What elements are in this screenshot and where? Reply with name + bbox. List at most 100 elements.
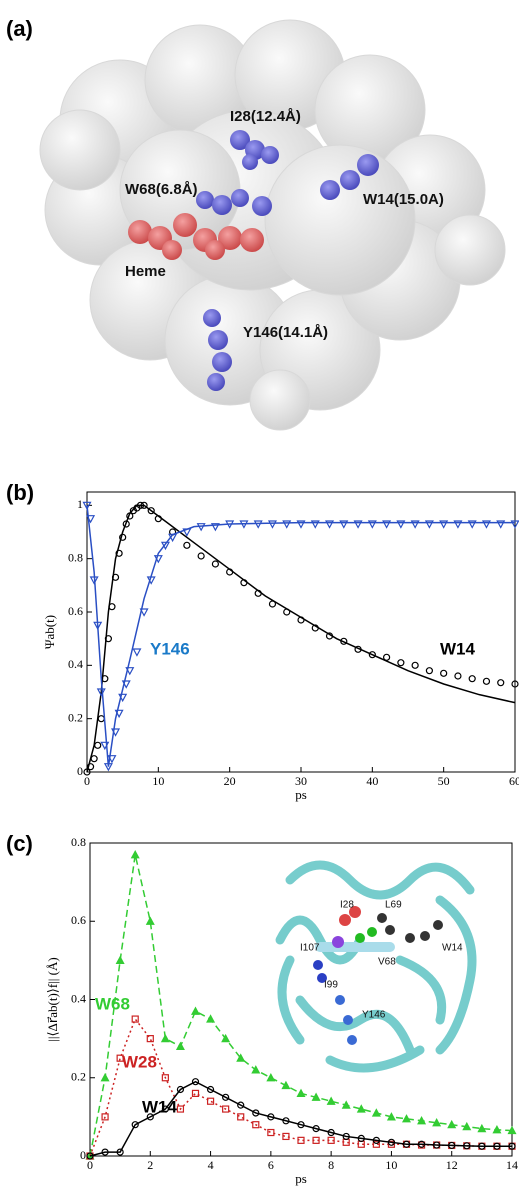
data-point bbox=[206, 1085, 215, 1094]
inset-label: I99 bbox=[324, 980, 338, 991]
data-point bbox=[222, 1105, 230, 1113]
x-tick-label: 4 bbox=[208, 1158, 214, 1172]
data-point bbox=[511, 680, 519, 688]
data-point bbox=[386, 1112, 396, 1121]
data-point bbox=[417, 1116, 427, 1125]
data-point bbox=[401, 1114, 412, 1123]
data-point bbox=[282, 1117, 290, 1125]
panel-label: (b) bbox=[6, 480, 34, 505]
data-point bbox=[493, 1142, 501, 1150]
series-label: W14 bbox=[440, 639, 476, 658]
series-label: Y146 bbox=[150, 639, 190, 658]
series-line bbox=[86, 504, 516, 773]
data-point bbox=[115, 549, 123, 557]
inset-label: I28 bbox=[340, 900, 354, 911]
x-tick-label: 0 bbox=[87, 1158, 93, 1172]
inset-label: I107 bbox=[300, 943, 320, 954]
data-point bbox=[161, 1105, 169, 1113]
data-point bbox=[297, 1136, 305, 1144]
y-axis-label: ||⟨Δr⃗ab(t)⟩f|| (Å) bbox=[45, 957, 60, 1041]
data-point bbox=[115, 955, 125, 964]
data-point bbox=[86, 763, 95, 771]
protein-surface bbox=[39, 19, 506, 431]
data-point bbox=[508, 1142, 516, 1150]
data-point bbox=[206, 1014, 216, 1023]
data-point bbox=[372, 1140, 380, 1148]
data-point bbox=[326, 1096, 336, 1105]
series-label: W68 bbox=[95, 994, 130, 1013]
data-point bbox=[267, 1128, 275, 1137]
inset-label: Y146 bbox=[362, 1010, 386, 1021]
data-point bbox=[282, 1132, 290, 1141]
x-tick-label: 10 bbox=[152, 774, 164, 788]
data-point bbox=[482, 677, 491, 685]
y-axis-label: Ψab(t) bbox=[42, 615, 57, 649]
data-point bbox=[83, 768, 91, 776]
data-point bbox=[86, 1152, 94, 1160]
data-point bbox=[433, 1141, 441, 1149]
data-point bbox=[478, 1142, 486, 1150]
residue-label: W14(15.0A) bbox=[363, 191, 444, 208]
data-point bbox=[447, 1119, 457, 1129]
y-tick-label: 0.6 bbox=[71, 913, 86, 927]
x-tick-label: 60 bbox=[509, 774, 519, 788]
data-point bbox=[402, 1140, 411, 1148]
data-point bbox=[131, 1121, 139, 1129]
data-point bbox=[94, 741, 102, 749]
data-point bbox=[147, 507, 155, 515]
series-line bbox=[86, 505, 515, 767]
panel-label: (c) bbox=[6, 831, 33, 856]
data-point bbox=[462, 1121, 472, 1131]
data-point bbox=[424, 520, 434, 529]
data-point bbox=[507, 1125, 517, 1135]
data-point bbox=[252, 1109, 260, 1117]
data-point bbox=[281, 1080, 291, 1090]
data-point bbox=[221, 1033, 231, 1043]
residue-label: Y146(14.1Å) bbox=[243, 324, 328, 341]
x-tick-label: 2 bbox=[147, 1158, 153, 1172]
data-point bbox=[481, 520, 491, 529]
x-axis-label: ps bbox=[295, 787, 307, 802]
x-tick-label: 20 bbox=[224, 774, 236, 788]
data-point bbox=[497, 679, 505, 687]
data-point bbox=[146, 1113, 154, 1121]
y-tick-label: 0.6 bbox=[68, 604, 83, 618]
data-point bbox=[125, 667, 135, 676]
data-point bbox=[296, 520, 306, 529]
panel-label: (a) bbox=[6, 16, 33, 41]
x-tick-label: 40 bbox=[366, 774, 378, 788]
data-point bbox=[387, 1138, 396, 1146]
residue-label: Heme bbox=[125, 263, 166, 280]
data-point bbox=[116, 1054, 124, 1062]
data-point bbox=[311, 1092, 321, 1101]
residue-blobs bbox=[128, 130, 379, 391]
x-tick-label: 6 bbox=[268, 1158, 274, 1172]
data-point bbox=[237, 1113, 245, 1121]
data-point bbox=[131, 1015, 139, 1023]
data-point bbox=[353, 520, 363, 529]
x-tick-label: 10 bbox=[385, 1158, 397, 1172]
y-tick-label: 0.2 bbox=[71, 1070, 86, 1084]
data-point bbox=[453, 520, 463, 529]
data-point bbox=[467, 520, 477, 529]
data-point bbox=[176, 1085, 185, 1094]
data-point bbox=[97, 715, 105, 723]
data-point bbox=[342, 1132, 350, 1141]
data-point bbox=[145, 916, 155, 925]
data-point bbox=[253, 520, 263, 529]
inset-residues bbox=[313, 906, 443, 1045]
data-point bbox=[372, 1136, 380, 1144]
data-point bbox=[327, 1128, 335, 1137]
data-point bbox=[417, 1140, 426, 1148]
data-point bbox=[90, 755, 98, 763]
data-point bbox=[356, 1104, 366, 1113]
series-line bbox=[89, 1080, 512, 1157]
data-point bbox=[282, 520, 292, 529]
inset-label: V68 bbox=[378, 957, 396, 968]
data-point bbox=[139, 608, 149, 617]
data-point bbox=[310, 520, 320, 529]
inset-structure bbox=[275, 860, 477, 1073]
data-point bbox=[425, 667, 433, 675]
data-point bbox=[454, 672, 462, 680]
